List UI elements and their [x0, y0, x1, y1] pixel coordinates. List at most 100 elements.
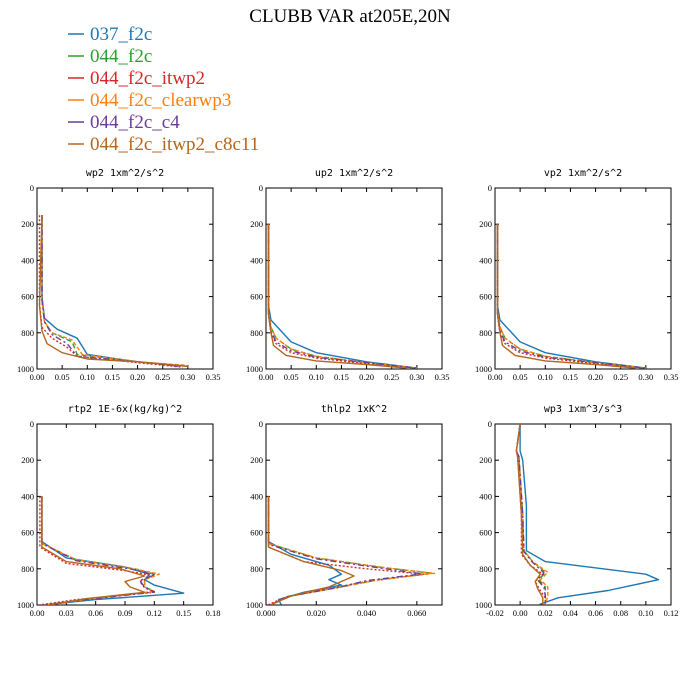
x-tick-label: 0.12 [664, 608, 679, 618]
series-line-044_f2c_clearwp3 [496, 224, 646, 369]
x-tick-label: 0.00 [259, 372, 274, 382]
x-tick-label: 0.08 [613, 608, 628, 618]
series-line-044_f2c_c4 [267, 224, 417, 369]
x-tick-label: 0.12 [147, 608, 162, 618]
x-tick-label: 0.30 [180, 372, 195, 382]
series-line-044_f2c [41, 496, 156, 605]
x-tick-label: -0.02 [486, 608, 504, 618]
x-tick-label: 0.35 [435, 372, 450, 382]
series-line-037_f2c [496, 224, 646, 369]
x-tick-label: 0.04 [563, 608, 579, 618]
x-tick-label: 0.15 [563, 372, 578, 382]
y-tick-label: 200 [250, 455, 263, 465]
legend: 037_f2c044_f2c044_f2c_itwp2044_f2c_clear… [68, 24, 259, 155]
y-tick-label: 0 [259, 419, 263, 429]
x-tick-label: 0.20 [588, 372, 603, 382]
y-tick-label: 1000 [246, 600, 263, 610]
x-tick-label: 0.00 [513, 608, 528, 618]
series-line-037_f2c [519, 424, 660, 605]
series-line-044_f2c_itwp2 [267, 496, 426, 605]
x-tick-label: 0.00 [30, 608, 45, 618]
y-tick-label: 0 [488, 419, 492, 429]
x-tick-label: 0.040 [357, 608, 376, 618]
series-line-037_f2c [41, 215, 188, 367]
series-line-044_f2c_c4 [496, 224, 646, 369]
legend-entry: 044_f2c_c4 [90, 112, 180, 133]
legend-entry: 037_f2c [90, 24, 152, 45]
y-tick-label: 400 [21, 491, 34, 501]
y-tick-label: 600 [479, 528, 492, 538]
series-group [267, 496, 436, 605]
x-tick-label: 0.25 [155, 372, 170, 382]
y-tick-label: 0 [259, 183, 263, 193]
series-line-044_f2c [496, 224, 646, 369]
panel-title: wp2 1xm^2/s^2 [86, 168, 164, 179]
y-tick-label: 800 [250, 564, 263, 574]
legend-entry: 044_f2c_itwp2_c8c11 [90, 134, 259, 155]
series-line-044_f2c [515, 424, 546, 605]
plot-frame [36, 423, 214, 606]
y-tick-label: 1000 [246, 364, 263, 374]
series-line-044_f2c_itwp2_c8c11 [41, 496, 146, 605]
series-line-044_f2c_itwp2_c8c11 [267, 224, 407, 369]
y-tick-label: 600 [21, 528, 34, 538]
y-tick-label: 0 [488, 183, 492, 193]
x-tick-label: 0.25 [384, 372, 399, 382]
y-tick-label: 400 [250, 255, 263, 265]
x-tick-label: 0.20 [359, 372, 374, 382]
x-tick-label: 0.02 [538, 608, 553, 618]
series-group [39, 496, 185, 605]
panel-title: vp2 1xm^2/s^2 [544, 168, 622, 179]
x-tick-label: 0.35 [206, 372, 221, 382]
y-tick-label: 800 [479, 328, 492, 338]
y-tick-label: 800 [250, 328, 263, 338]
panel-5: wp3 1xm^3/s^3 0 200 400 600 800 1000-0.02 0.00 0… [475, 404, 678, 618]
x-tick-label: 0.10 [309, 372, 324, 382]
y-tick-label: 400 [479, 255, 492, 265]
y-tick-label: 800 [479, 564, 492, 574]
y-tick-label: 0 [30, 419, 34, 429]
series-line-044_f2c_itwp2 [496, 224, 636, 369]
x-tick-label: 0.05 [284, 372, 299, 382]
y-tick-label: 1000 [475, 364, 492, 374]
panel-title: rtp2 1E-6x(kg/kg)^2 [68, 404, 182, 415]
series-line-044_f2c_clearwp3 [267, 224, 417, 369]
series-line-037_f2c [41, 496, 185, 605]
x-tick-label: 0.020 [307, 608, 326, 618]
x-tick-label: 0.30 [409, 372, 424, 382]
x-tick-label: 0.35 [664, 372, 679, 382]
series-line-044_f2c_itwp2_c8c11 [267, 496, 355, 605]
x-tick-label: 0.03 [59, 608, 74, 618]
legend-entry: 044_f2c [90, 46, 152, 67]
y-tick-label: 800 [21, 328, 34, 338]
legend-entry: 044_f2c_clearwp3 [90, 90, 231, 111]
series-line-044_f2c_c4 [41, 496, 156, 605]
series-line-044_f2c_itwp2 [38, 215, 183, 368]
series-group [267, 224, 417, 369]
series-line-044_f2c_c4 [267, 496, 423, 605]
x-tick-label: 0.20 [130, 372, 145, 382]
series-line-044_f2c_itwp2 [267, 224, 407, 369]
y-tick-label: 600 [479, 292, 492, 302]
y-tick-label: 600 [250, 528, 263, 538]
x-tick-label: 0.30 [638, 372, 653, 382]
x-tick-label: 0.15 [176, 608, 191, 618]
x-tick-label: 0.18 [206, 608, 221, 618]
series-line-037_f2c [267, 224, 417, 369]
series-line-044_f2c [267, 224, 417, 369]
y-tick-label: 600 [21, 292, 34, 302]
y-tick-label: 200 [250, 219, 263, 229]
y-tick-label: 400 [21, 255, 34, 265]
x-tick-label: 0.09 [118, 608, 133, 618]
x-tick-label: 0.06 [88, 608, 103, 618]
panel-title: up2 1xm^2/s^2 [315, 168, 393, 179]
series-line-044_f2c_clearwp3 [41, 496, 160, 605]
y-tick-label: 200 [479, 455, 492, 465]
y-tick-label: 600 [250, 292, 263, 302]
panel-3: rtp2 1E-6x(kg/kg)^2 0 200 400 600 800 10000.00… [17, 404, 220, 618]
series-group [496, 224, 646, 369]
